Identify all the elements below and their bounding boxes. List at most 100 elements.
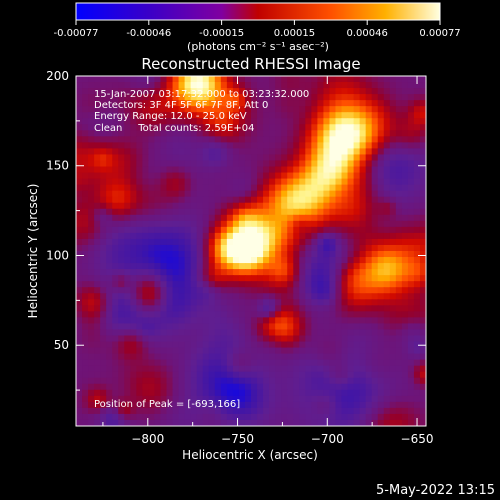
- heatmap-cell: [377, 287, 385, 294]
- heatmap-cell: [287, 100, 294, 107]
- heatmap-cell: [401, 106, 409, 113]
- heatmap-cell: [166, 311, 174, 318]
- heatmap-cell: [136, 226, 143, 234]
- heatmap-cell: [238, 82, 246, 89]
- heatmap-cell: [353, 106, 361, 113]
- heatmap-cell: [196, 166, 204, 174]
- heatmap-cell: [359, 413, 367, 421]
- heatmap-cell: [347, 383, 355, 391]
- heatmap-cell: [317, 178, 325, 186]
- heatmap-cell: [419, 112, 426, 119]
- heatmap-cell: [160, 124, 168, 131]
- heatmap-cell: [136, 106, 143, 113]
- heatmap-cell: [208, 335, 216, 343]
- heatmap-cell: [305, 389, 312, 397]
- heatmap-cell: [263, 419, 270, 426]
- heatmap-cell: [287, 413, 294, 421]
- heatmap-cell: [136, 82, 143, 89]
- heatmap-cell: [323, 88, 331, 95]
- heatmap-cell: [269, 323, 276, 331]
- heatmap-cell: [299, 317, 306, 325]
- plot-frame: [75, 75, 427, 427]
- heatmap-cell: [202, 263, 210, 270]
- heatmap-cell: [365, 232, 373, 240]
- heatmap-cell: [88, 232, 95, 240]
- heatmap-cell: [220, 353, 228, 361]
- heatmap-cell: [281, 136, 288, 143]
- heatmap-cell: [263, 341, 270, 349]
- heatmap-cell: [359, 130, 367, 137]
- heatmap-cell: [401, 335, 409, 343]
- heatmap-cell: [353, 166, 361, 174]
- heatmap-cell: [190, 154, 198, 162]
- heatmap-cell: [401, 124, 409, 131]
- heatmap-cell: [76, 335, 83, 343]
- heatmap-cell: [347, 106, 355, 113]
- heatmap-cell: [275, 287, 282, 294]
- heatmap-cell: [226, 136, 234, 143]
- heatmap-cell: [413, 401, 421, 409]
- heatmap-cell: [184, 419, 192, 426]
- heatmap-cell: [118, 220, 125, 228]
- heatmap-cell: [100, 76, 107, 83]
- heatmap-cell: [166, 419, 174, 426]
- heatmap-cell: [184, 148, 192, 156]
- heatmap-cell: [383, 178, 391, 186]
- heatmap-cell: [202, 365, 210, 373]
- heatmap-cell: [275, 323, 282, 331]
- heatmap-cell: [287, 202, 294, 210]
- heatmap-cell: [395, 220, 403, 228]
- heatmap-cell: [142, 329, 150, 337]
- heatmap-cell: [136, 112, 143, 119]
- heatmap-cell: [220, 335, 228, 343]
- heatmap-cell: [269, 226, 276, 234]
- heatmap-cell: [251, 389, 258, 397]
- heatmap-cell: [136, 281, 143, 288]
- y-tick-label: 150: [46, 159, 69, 173]
- heatmap-cell: [317, 154, 325, 162]
- heatmap-cell: [88, 226, 95, 234]
- heatmap-cell: [413, 377, 421, 385]
- heatmap-cell: [305, 371, 312, 379]
- heatmap-cell: [329, 94, 337, 101]
- heatmap-cell: [130, 335, 137, 343]
- heatmap-cell: [311, 166, 318, 174]
- heatmap-cell: [76, 389, 83, 397]
- heatmap-cell: [413, 407, 421, 415]
- heatmap-cell: [88, 130, 95, 137]
- heatmap-cell: [359, 311, 367, 318]
- heatmap-cell: [281, 148, 288, 156]
- heatmap-cell: [214, 130, 222, 137]
- heatmap-cell: [118, 419, 125, 426]
- heatmap-cell: [160, 401, 168, 409]
- heatmap-cell: [407, 407, 415, 415]
- heatmap-cell: [118, 106, 125, 113]
- heatmap-cell: [365, 407, 373, 415]
- heatmap-cell: [419, 407, 426, 415]
- heatmap-cell: [244, 208, 252, 216]
- heatmap-cell: [347, 323, 355, 331]
- heatmap-cell: [305, 383, 312, 391]
- heatmap-cell: [106, 232, 113, 240]
- heatmap-cell: [341, 305, 349, 312]
- heatmap-cell: [178, 124, 186, 131]
- heatmap-cell: [154, 238, 162, 246]
- heatmap-cell: [365, 311, 373, 318]
- heatmap-cell: [365, 214, 373, 222]
- heatmap-cell: [190, 196, 198, 204]
- heatmap-cell: [172, 287, 180, 294]
- heatmap-cell: [172, 257, 180, 264]
- heatmap-cell: [112, 377, 119, 385]
- heatmap-cell: [244, 311, 252, 318]
- heatmap-cell: [329, 148, 337, 156]
- heatmap-cell: [287, 118, 294, 125]
- heatmap-cell: [130, 160, 137, 168]
- heatmap-cell: [257, 263, 264, 270]
- heatmap-cell: [371, 257, 379, 264]
- heatmap-cell: [202, 413, 210, 421]
- heatmap-cell: [160, 232, 168, 240]
- heatmap-cell: [136, 359, 143, 367]
- heatmap-cell: [178, 287, 186, 294]
- heatmap-cell: [329, 232, 337, 240]
- heatmap-cell: [269, 305, 276, 312]
